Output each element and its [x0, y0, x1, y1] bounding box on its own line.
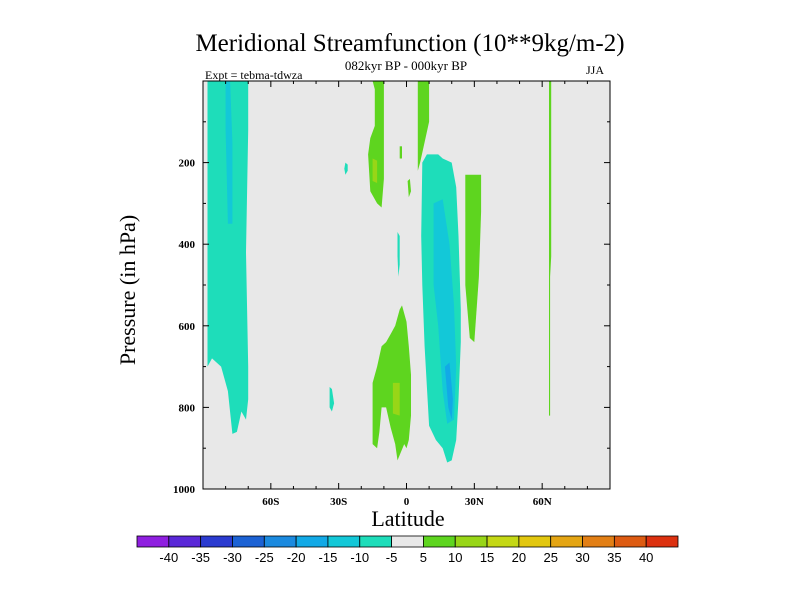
- x-tick-label: 60N: [533, 496, 552, 508]
- colorbar-box: [232, 535, 265, 548]
- colorbar-box: [168, 535, 202, 548]
- colorbar-label: -40: [159, 550, 178, 565]
- y-tick-label: 600: [179, 321, 196, 333]
- colorbar-box: [295, 535, 329, 548]
- colorbar-label: 40: [639, 550, 653, 565]
- colorbar-label: -30: [223, 550, 242, 565]
- colorbar-label: -5: [386, 550, 398, 565]
- colorbar-label: -25: [255, 550, 274, 565]
- y-tick-label: 200: [179, 158, 196, 170]
- colorbar-label: -10: [350, 550, 369, 565]
- colorbar-box: [486, 535, 520, 548]
- contour-region-near-eq-strip-positive: [417, 81, 430, 171]
- contour-region-high-lat-south-core: [225, 81, 233, 224]
- colorbar-label: 10: [448, 550, 462, 565]
- contour-region-upper-south-positive: [368, 81, 384, 208]
- chart-subtitle: 082kyr BP - 000kyr BP: [344, 58, 468, 73]
- contour-region-upper-north-positive: [465, 174, 482, 343]
- colorbar-box: [582, 535, 615, 548]
- y-axis-label: Pressure (in hPa): [115, 214, 140, 366]
- colorbar-label: 30: [575, 550, 589, 565]
- colorbar-label: 15: [480, 550, 494, 565]
- colorbar-label: 20: [512, 550, 526, 565]
- colorbar-box: [423, 535, 456, 548]
- x-axis-label: Latitude: [371, 506, 445, 531]
- contour-region-polar-north-strip: [549, 81, 552, 416]
- y-tick-label: 1000: [173, 484, 196, 496]
- contour-region-lower-south-positive: [372, 305, 411, 461]
- experiment-label: Expt = tebma-tdwza: [205, 68, 303, 82]
- colorbar-box: [136, 535, 170, 548]
- colorbar-label: -35: [191, 550, 210, 565]
- contour-region-upper-south-core: [372, 158, 378, 183]
- colorbar-box: [550, 535, 583, 548]
- contour-region-mid-lat-south-speck: [344, 162, 348, 175]
- colorbar-box: [327, 535, 361, 548]
- colorbar-box: [263, 535, 297, 548]
- contour-region-high-lat-south-negative: [207, 81, 249, 434]
- colorbar-label: -20: [287, 550, 306, 565]
- contour-region-tropical-thin-negative: [397, 232, 400, 277]
- colorbar-label: -15: [319, 550, 338, 565]
- contour-region-mid-lat-south-blob: [329, 387, 335, 412]
- colorbar-box: [391, 535, 424, 548]
- contour-region-upper-eq-positive: [407, 178, 411, 198]
- x-tick-label: 30N: [465, 496, 484, 508]
- y-tick-label: 800: [179, 402, 196, 414]
- chart-title: Meridional Streamfunction (10**9kg/m-2): [195, 30, 625, 57]
- contour-region-lower-south-core: [392, 382, 400, 416]
- y-tick-label: 400: [179, 239, 196, 251]
- x-tick-label: 60S: [262, 496, 279, 508]
- contour-region-tropical-core-negative: [433, 199, 457, 424]
- contour-region-upper-tropical-positive: [399, 146, 402, 159]
- colorbar-box: [454, 535, 488, 548]
- x-tick-label: 0: [404, 496, 410, 508]
- colorbar-box: [518, 535, 552, 548]
- colorbar-box: [645, 535, 679, 548]
- colorbar-box: [613, 535, 647, 548]
- x-tick-label: 30S: [330, 496, 347, 508]
- colorbar-label: 25: [543, 550, 557, 565]
- colorbar-label: 35: [607, 550, 621, 565]
- colorbar-box: [359, 535, 392, 548]
- contour-region-tropical-deep-core: [444, 362, 453, 420]
- colorbar-box: [200, 535, 233, 548]
- season-label: JJA: [586, 63, 605, 77]
- colorbar-label: 5: [420, 550, 427, 565]
